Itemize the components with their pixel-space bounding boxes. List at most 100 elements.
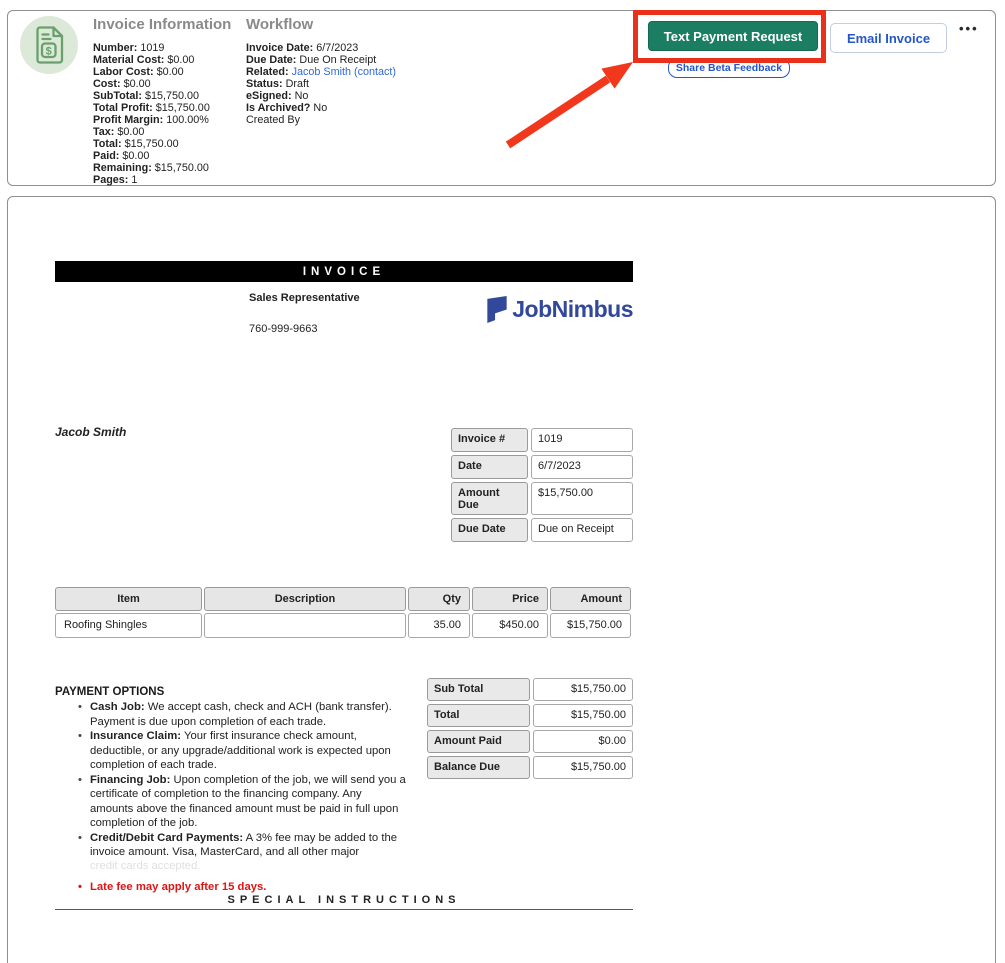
- field-value: $15,750.00: [144, 90, 200, 102]
- totals-row-total: Total $15,750.00: [427, 704, 633, 727]
- line-items-table: Item Description Qty Price Amount Roofin…: [55, 587, 631, 638]
- total-label: Sub Total: [427, 678, 530, 701]
- field-label: Total Profit:: [93, 102, 153, 114]
- meta-value: 6/7/2023: [531, 455, 633, 479]
- field-value: $0.00: [123, 78, 151, 90]
- field-label: eSigned:: [246, 90, 292, 102]
- share-beta-feedback-button[interactable]: Share Beta Feedback: [668, 58, 790, 78]
- field-value: $15,750.00: [124, 138, 179, 150]
- field-value: No: [313, 102, 328, 114]
- field-value: 1: [131, 174, 138, 186]
- field-value: $0.00: [122, 150, 150, 162]
- field-label: SubTotal:: [93, 90, 142, 102]
- workflow-field-related: Related: Jacob Smith (contact): [246, 66, 456, 78]
- section-title: Workflow: [246, 16, 314, 33]
- payment-option-cash: Cash Job: We accept cash, check and ACH …: [78, 700, 407, 729]
- totals-row-amount-paid: Amount Paid $0.00: [427, 730, 633, 753]
- option-label: Insurance Claim:: [90, 730, 182, 742]
- payment-options-title: PAYMENT OPTIONS: [55, 686, 165, 698]
- col-header-item: Item: [55, 587, 202, 611]
- workflow-field-is-archived: Is Archived? No: [246, 102, 456, 114]
- info-field-cost: Cost: $0.00: [93, 78, 243, 90]
- special-instructions-divider: [55, 909, 633, 910]
- workflow-field-due-date: Due Date: Due On Receipt: [246, 54, 456, 66]
- option-label: Credit/Debit Card Payments:: [90, 831, 244, 844]
- late-fee-note: Late fee may apply after 15 days.: [78, 880, 407, 895]
- payment-option-card: Credit/Debit Card Payments: A 3% fee may…: [78, 831, 407, 860]
- jobnimbus-logo: JobNimbus: [478, 295, 633, 323]
- workflow-field-invoice-date: Invoice Date: 6/7/2023: [246, 42, 456, 54]
- payment-option-financing: Financing Job: Upon completion of the jo…: [78, 773, 407, 831]
- field-label: Profit Margin:: [93, 114, 164, 126]
- field-value: $0.00: [117, 126, 145, 138]
- info-field-number: Number: 1019: [93, 42, 243, 54]
- field-value: $15,750.00: [154, 162, 209, 174]
- jobnimbus-flag-icon: [487, 295, 507, 323]
- item-description-cell: [204, 613, 406, 638]
- info-field-labor-cost: Labor Cost: $0.00: [93, 66, 243, 78]
- text-payment-request-button[interactable]: Text Payment Request: [648, 21, 818, 51]
- field-label: Labor Cost:: [93, 66, 154, 78]
- col-header-qty: Qty: [408, 587, 470, 611]
- item-amount-cell: $15,750.00: [550, 613, 631, 638]
- field-label: Remaining:: [93, 162, 152, 174]
- field-value: 6/7/2023: [316, 42, 359, 54]
- invoice-preview-panel: INVOICE Sales Representative 760-999-966…: [7, 196, 996, 963]
- related-contact-link[interactable]: Jacob Smith (contact): [291, 66, 397, 78]
- field-value: $0.00: [167, 54, 195, 66]
- section-title: Invoice Information: [93, 16, 232, 33]
- email-invoice-button[interactable]: Email Invoice: [830, 23, 947, 53]
- item-row: Roofing Shingles 35.00 $450.00 $15,750.0…: [55, 613, 631, 638]
- info-field-total-profit: Total Profit: $15,750.00: [93, 102, 243, 114]
- info-field-pages: Pages: 1: [93, 174, 243, 186]
- field-value: $15,750.00: [155, 102, 210, 114]
- meta-value: Due on Receipt: [531, 518, 633, 542]
- workflow-field-created-by: Created By: [246, 114, 456, 126]
- more-options-icon[interactable]: •••: [953, 20, 985, 37]
- field-label: Due Date:: [246, 54, 297, 66]
- sales-rep-label: Sales Representative: [249, 292, 360, 304]
- col-header-amount: Amount: [550, 587, 631, 611]
- meta-row-date: Date 6/7/2023: [451, 455, 633, 479]
- total-value: $15,750.00: [533, 756, 633, 779]
- invoice-meta-table: Invoice # 1019 Date 6/7/2023 Amount Due …: [451, 428, 633, 542]
- field-value: Due On Receipt: [299, 54, 377, 66]
- col-header-description: Description: [204, 587, 406, 611]
- option-text: We accept cash, check and ACH (bank tran…: [90, 701, 392, 728]
- option-label: Cash Job:: [90, 701, 145, 713]
- meta-value: 1019: [531, 428, 633, 452]
- field-label: Is Archived?: [246, 102, 311, 114]
- total-label: Amount Paid: [427, 730, 530, 753]
- totals-row-subtotal: Sub Total $15,750.00: [427, 678, 633, 701]
- totals-row-balance-due: Balance Due $15,750.00: [427, 756, 633, 779]
- item-price-cell: $450.00: [472, 613, 548, 638]
- total-value: $15,750.00: [533, 678, 633, 701]
- meta-row-invoice-number: Invoice # 1019: [451, 428, 633, 452]
- field-label: Status:: [246, 78, 283, 90]
- total-value: $0.00: [533, 730, 633, 753]
- meta-label: Amount Due: [451, 482, 528, 515]
- info-field-profit-margin: Profit Margin: 100.00%: [93, 114, 243, 126]
- sales-rep-phone: 760-999-9663: [249, 323, 318, 335]
- workflow-section: Workflow Invoice Date: 6/7/2023 Due Date:…: [246, 16, 456, 126]
- jobnimbus-logo-text: JobNimbus: [512, 295, 633, 322]
- field-value: Draft: [285, 78, 309, 90]
- totals-table: Sub Total $15,750.00 Total $15,750.00 Am…: [427, 678, 633, 779]
- clipped-header-fragment: [2, 0, 14, 4]
- workflow-field-esigned: eSigned: No: [246, 90, 456, 102]
- option-text: Your first insurance check amount, deduc…: [90, 730, 391, 771]
- field-label: Invoice Date:: [246, 42, 314, 54]
- invoice-document-icon-svg: $: [36, 26, 64, 64]
- meta-label: Due Date: [451, 518, 528, 542]
- field-value: $0.00: [156, 66, 184, 78]
- info-field-remaining: Remaining: $15,750.00: [93, 162, 243, 174]
- invoice-document-icon: $: [20, 16, 78, 74]
- customer-name: Jacob Smith: [55, 425, 127, 439]
- field-value: No: [294, 90, 309, 102]
- meta-row-due-date: Due Date Due on Receipt: [451, 518, 633, 542]
- item-qty-cell: 35.00: [408, 613, 470, 638]
- svg-text:$: $: [46, 45, 52, 57]
- field-value: 1019: [140, 42, 165, 54]
- workflow-field-status: Status: Draft: [246, 78, 456, 90]
- meta-label: Invoice #: [451, 428, 528, 452]
